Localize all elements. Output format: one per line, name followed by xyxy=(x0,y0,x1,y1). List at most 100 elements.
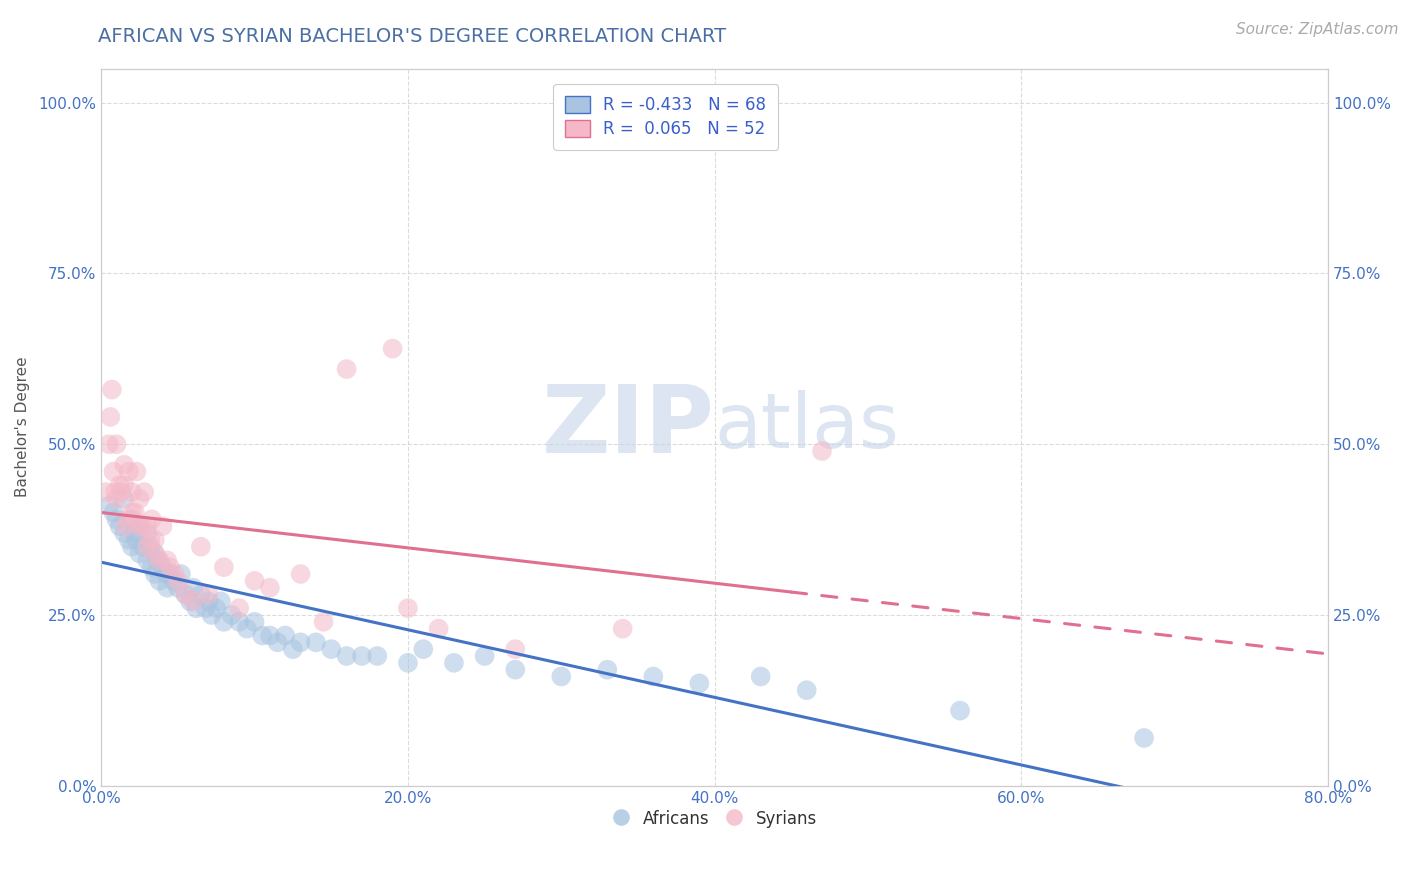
Point xyxy=(612,622,634,636)
Point xyxy=(125,533,148,547)
Point xyxy=(174,587,197,601)
Point xyxy=(243,574,266,588)
Point xyxy=(212,560,235,574)
Point xyxy=(156,581,179,595)
Point xyxy=(128,519,150,533)
Point xyxy=(156,553,179,567)
Point xyxy=(305,635,328,649)
Point xyxy=(170,567,193,582)
Point xyxy=(131,540,153,554)
Point xyxy=(811,444,834,458)
Point xyxy=(159,567,181,582)
Point xyxy=(121,485,143,500)
Point xyxy=(128,491,150,506)
Point xyxy=(146,553,169,567)
Point xyxy=(121,512,143,526)
Point xyxy=(186,601,208,615)
Point xyxy=(396,601,419,615)
Point xyxy=(118,512,141,526)
Point xyxy=(212,615,235,629)
Point xyxy=(143,567,166,582)
Point xyxy=(125,465,148,479)
Point xyxy=(336,648,359,663)
Point xyxy=(94,485,117,500)
Point xyxy=(152,519,174,533)
Point xyxy=(112,526,135,541)
Point xyxy=(221,607,243,622)
Point xyxy=(112,491,135,506)
Point xyxy=(131,519,153,533)
Point xyxy=(596,663,619,677)
Point xyxy=(167,581,190,595)
Text: ZIP: ZIP xyxy=(541,381,714,473)
Point xyxy=(139,540,162,554)
Point xyxy=(174,587,197,601)
Point xyxy=(100,409,122,424)
Point xyxy=(104,485,127,500)
Point xyxy=(124,526,146,541)
Point xyxy=(181,594,204,608)
Point xyxy=(281,642,304,657)
Point xyxy=(209,594,232,608)
Point xyxy=(749,669,772,683)
Point xyxy=(143,547,166,561)
Point xyxy=(148,553,170,567)
Point xyxy=(143,547,166,561)
Point xyxy=(121,506,143,520)
Point xyxy=(290,635,312,649)
Point xyxy=(103,465,125,479)
Point xyxy=(162,574,184,588)
Point xyxy=(350,648,373,663)
Point xyxy=(136,519,159,533)
Point xyxy=(179,594,201,608)
Point xyxy=(118,465,141,479)
Point xyxy=(259,581,281,595)
Point xyxy=(412,642,434,657)
Point xyxy=(108,478,131,492)
Point xyxy=(197,587,219,601)
Text: atlas: atlas xyxy=(714,390,900,464)
Point xyxy=(112,458,135,472)
Point xyxy=(274,628,297,642)
Point xyxy=(194,601,217,615)
Point xyxy=(134,485,156,500)
Point xyxy=(103,506,125,520)
Point xyxy=(97,499,120,513)
Point xyxy=(155,567,177,582)
Point xyxy=(443,656,465,670)
Point xyxy=(259,628,281,642)
Point xyxy=(312,615,335,629)
Point xyxy=(167,574,190,588)
Text: Source: ZipAtlas.com: Source: ZipAtlas.com xyxy=(1236,22,1399,37)
Point xyxy=(118,533,141,547)
Point xyxy=(121,540,143,554)
Point xyxy=(201,607,224,622)
Text: AFRICAN VS SYRIAN BACHELOR'S DEGREE CORRELATION CHART: AFRICAN VS SYRIAN BACHELOR'S DEGREE CORR… xyxy=(98,27,727,45)
Point xyxy=(252,628,274,642)
Point xyxy=(336,362,359,376)
Point xyxy=(228,601,250,615)
Point xyxy=(112,478,135,492)
Point xyxy=(163,567,186,582)
Point xyxy=(205,601,228,615)
Point xyxy=(290,567,312,582)
Point xyxy=(366,648,388,663)
Point xyxy=(550,669,572,683)
Point xyxy=(141,512,163,526)
Point xyxy=(108,519,131,533)
Point xyxy=(427,622,450,636)
Point xyxy=(114,519,136,533)
Point xyxy=(110,485,132,500)
Point xyxy=(105,491,128,506)
Point xyxy=(181,581,204,595)
Point xyxy=(97,437,120,451)
Point xyxy=(321,642,343,657)
Point xyxy=(503,663,526,677)
Point xyxy=(139,533,162,547)
Point xyxy=(124,506,146,520)
Point xyxy=(236,622,259,636)
Point xyxy=(503,642,526,657)
Point xyxy=(266,635,288,649)
Point xyxy=(243,615,266,629)
Point xyxy=(396,656,419,670)
